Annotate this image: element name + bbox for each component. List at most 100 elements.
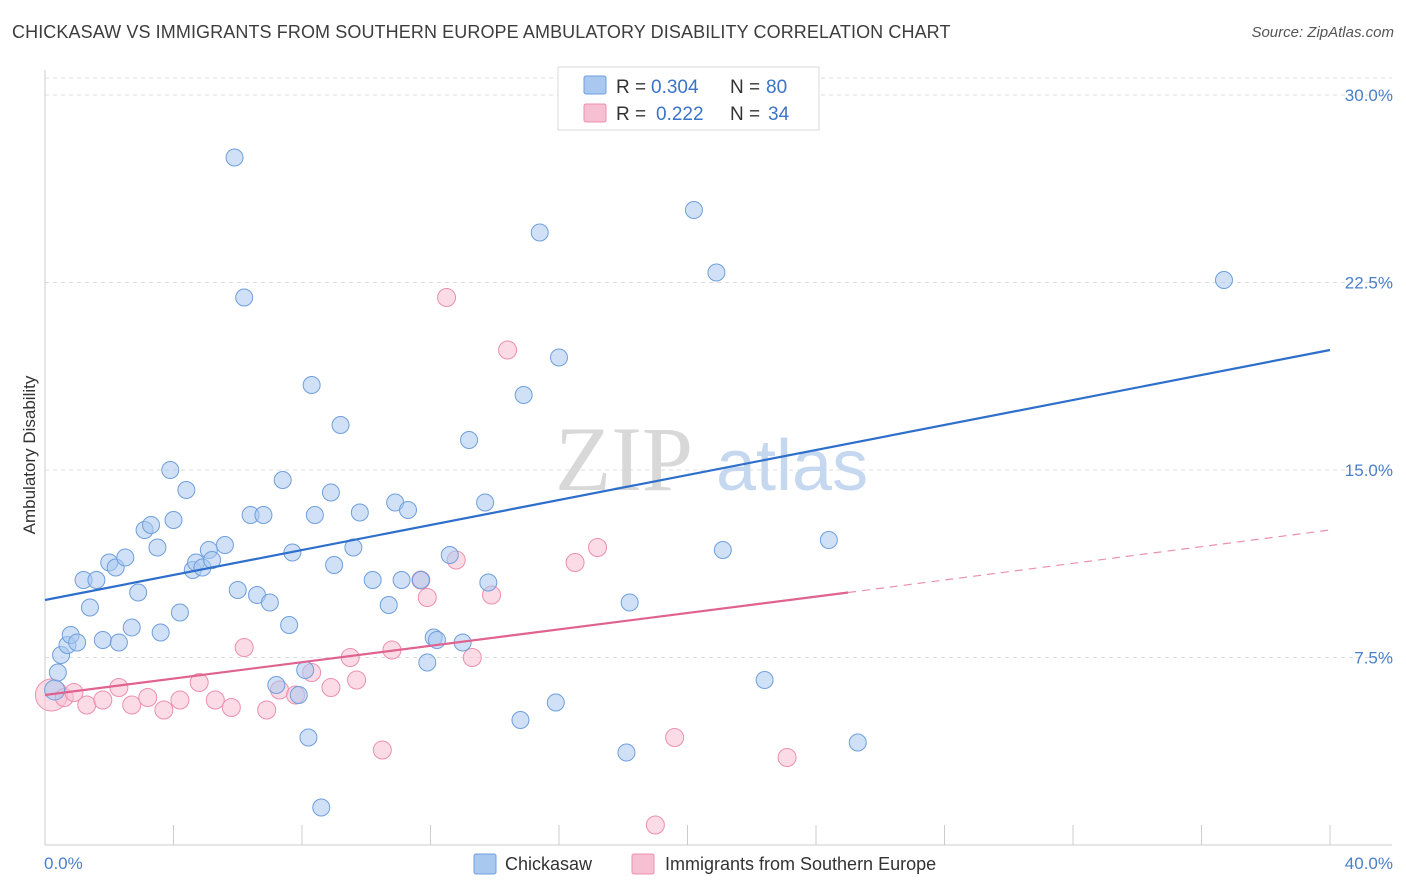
legend-r-value-2: 0.222 xyxy=(656,104,704,125)
legend-n-label-2: N = xyxy=(730,104,760,125)
chickasaw-point-74 xyxy=(620,593,639,612)
legend-r-value-1: 0.304 xyxy=(651,77,699,98)
chickasaw-point-8 xyxy=(80,598,99,617)
chickasaw-point-20 xyxy=(161,461,180,479)
chickasaw-point-30 xyxy=(225,148,244,167)
immigrants-point-34 xyxy=(777,748,797,767)
immigrants-point-21 xyxy=(372,740,392,760)
chickasaw-point-9 xyxy=(93,631,112,649)
immigrants-point-27 xyxy=(462,648,482,667)
watermark-atlas: atlas xyxy=(716,426,868,506)
trend-lines xyxy=(44,348,1331,697)
chickasaw-point-21 xyxy=(164,511,183,529)
immigrants-point-31 xyxy=(588,538,608,557)
immigrants-point-3 xyxy=(77,695,97,715)
chickasaw-point-61 xyxy=(440,546,459,564)
chickasaw-point-79 xyxy=(819,531,838,549)
immigrants-point-25 xyxy=(437,288,457,307)
y-axis-title: Ambulatory Disability xyxy=(20,375,39,534)
chickasaw-point-52 xyxy=(363,571,382,589)
bottom-legend-swatch-chickasaw xyxy=(473,853,497,875)
immigrants-point-20 xyxy=(347,670,367,690)
immigrants-point-29 xyxy=(498,340,518,360)
x-tick-min: 0.0% xyxy=(44,854,83,873)
chickasaw-point-37 xyxy=(267,676,286,694)
immigrants-point-14 xyxy=(257,700,277,720)
chickasaw-point-58 xyxy=(418,653,437,672)
legend: R = 0.304 N = 80 R = 0.222 N = 34 xyxy=(557,66,820,131)
chickasaw-point-78 xyxy=(755,671,774,689)
chickasaw-point-77 xyxy=(713,541,732,559)
immigrants-trend-line-extension xyxy=(848,529,1331,594)
chickasaw-point-32 xyxy=(235,288,254,307)
chickasaw-point-18 xyxy=(148,538,167,557)
grid-lines xyxy=(45,77,1392,658)
chickasaw-point-19 xyxy=(151,623,170,642)
y-tick-label-0: 7.5% xyxy=(1354,649,1393,668)
immigrants-point-8 xyxy=(154,700,174,720)
immigrants-point-33 xyxy=(665,728,685,747)
chickasaw-point-80 xyxy=(848,733,867,752)
bottom-legend-swatch-immigrants xyxy=(631,853,655,875)
chickasaw-point-55 xyxy=(392,571,411,589)
chickasaw-point-56 xyxy=(399,501,418,519)
immigrants-point-5 xyxy=(109,678,129,697)
legend-r-label-2: R = xyxy=(616,104,646,125)
chickasaw-point-69 xyxy=(546,693,565,712)
watermark: ZIP atlas xyxy=(555,408,868,510)
chickasaw-point-1 xyxy=(48,663,67,682)
watermark-zip: ZIP xyxy=(555,408,693,510)
chickasaw-point-73 xyxy=(617,743,636,762)
y-tick-label-3: 30.0% xyxy=(1345,86,1393,105)
chickasaw-point-41 xyxy=(289,686,308,704)
chickasaw-point-23 xyxy=(177,481,196,499)
axes xyxy=(44,70,1392,846)
chickasaw-point-0 xyxy=(44,679,66,701)
bottom-legend: Chickasaw Immigrants from Southern Europ… xyxy=(473,853,936,875)
series-immigrants-points xyxy=(34,288,797,835)
chickasaw-point-38 xyxy=(273,471,292,489)
chickasaw-point-47 xyxy=(321,483,340,502)
chickasaw-point-49 xyxy=(331,416,350,434)
chickasaw-point-75 xyxy=(684,201,703,219)
legend-swatch-chickasaw xyxy=(583,75,607,95)
legend-n-value-2: 34 xyxy=(768,104,790,125)
chickasaw-point-76 xyxy=(707,263,726,282)
chickasaw-point-53 xyxy=(379,596,398,614)
y-tick-label-1: 15.0% xyxy=(1345,461,1393,480)
y-tick-labels: 7.5% 15.0% 22.5% 30.0% xyxy=(1345,86,1393,668)
chickasaw-point-48 xyxy=(325,556,344,574)
bottom-legend-label-chickasaw: Chickasaw xyxy=(505,854,593,874)
chickasaw-point-39 xyxy=(280,616,299,634)
chickasaw-point-70 xyxy=(550,348,568,367)
immigrants-point-12 xyxy=(221,698,241,717)
legend-n-label-1: N = xyxy=(730,77,760,98)
chickasaw-point-81 xyxy=(1214,271,1233,289)
immigrants-point-13 xyxy=(234,638,254,657)
chickasaw-point-65 xyxy=(476,493,495,512)
chickasaw-point-67 xyxy=(514,386,533,404)
chickasaw-point-57 xyxy=(411,571,430,589)
chickasaw-point-42 xyxy=(296,661,315,679)
chickasaw-point-63 xyxy=(460,431,479,449)
chickasaw-point-46 xyxy=(312,798,331,817)
y-tick-label-2: 22.5% xyxy=(1345,274,1393,293)
chickasaw-point-64 xyxy=(479,573,498,592)
chickasaw-point-45 xyxy=(305,506,324,524)
immigrants-point-24 xyxy=(417,588,437,607)
legend-n-value-1: 80 xyxy=(766,77,787,98)
bottom-legend-label-immigrants: Immigrants from Southern Europe xyxy=(665,854,936,874)
chickasaw-point-68 xyxy=(530,223,549,242)
chickasaw-point-44 xyxy=(302,376,321,394)
chickasaw-point-7 xyxy=(87,571,106,589)
chickasaw-point-5 xyxy=(68,633,87,652)
legend-r-label-1: R = xyxy=(616,77,646,98)
immigrants-trend-line xyxy=(44,591,849,697)
chickasaw-point-17 xyxy=(142,516,161,534)
immigrants-point-10 xyxy=(189,673,209,692)
chickasaw-point-13 xyxy=(116,548,135,567)
immigrants-point-9 xyxy=(170,690,190,710)
chickasaw-point-29 xyxy=(215,536,234,554)
chickasaw-point-66 xyxy=(511,711,530,729)
chickasaw-point-15 xyxy=(129,583,148,602)
